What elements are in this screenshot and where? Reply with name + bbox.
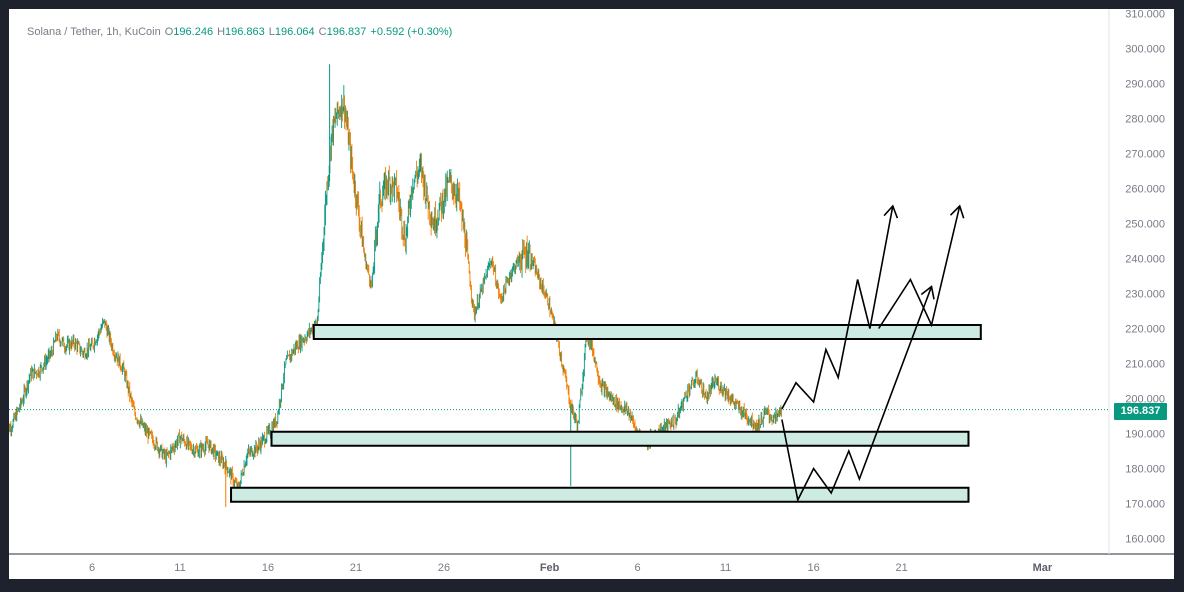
price-tick-label: 310.000: [1125, 9, 1165, 21]
support-resistance-zones: [230, 324, 982, 503]
time-tick-label: 6: [635, 562, 641, 574]
time-tick-label: 26: [438, 562, 450, 574]
zone-rectangle: [230, 486, 970, 503]
projection-path: [781, 286, 933, 503]
arrow-head: [949, 204, 965, 219]
time-tick-label: Feb: [540, 562, 560, 574]
arrow-head: [920, 285, 935, 300]
close-label: C: [318, 26, 327, 38]
symbol-name: Solana / Tether, 1h, KuCoin: [27, 26, 161, 38]
price-tick-label: 210.000: [1125, 359, 1165, 371]
time-tick-label: 21: [350, 562, 362, 574]
low-label: L: [268, 26, 275, 38]
projection-path: [781, 205, 894, 410]
open-label: O: [164, 26, 174, 38]
price-tick-label: 230.000: [1125, 289, 1165, 301]
price-tick-label: 280.000: [1125, 114, 1165, 126]
projection-path: [878, 205, 961, 329]
change-value: +0.592 (+0.30%): [370, 26, 453, 38]
chart-axes: [9, 9, 1174, 555]
price-tick-label: 170.000: [1125, 499, 1165, 511]
time-tick-label: 21: [895, 562, 907, 574]
time-tick-label: 11: [174, 562, 185, 574]
last-price-badge: 196.837: [1114, 403, 1167, 420]
close-value: 196.837: [326, 26, 367, 38]
projection-arrows: [781, 204, 965, 503]
chart-panel[interactable]: 310.000 300.000 290.000 280.000 270.000 260.0…: [9, 9, 1174, 579]
time-tick-label: 16: [807, 562, 819, 574]
time-tick-label: 11: [720, 562, 731, 574]
price-tick-label: 200.000: [1125, 394, 1165, 406]
price-tick-label: 160.000: [1125, 534, 1165, 546]
price-tick-label: 270.000: [1125, 149, 1165, 161]
zone-rectangle: [312, 324, 982, 340]
price-tick-label: 220.000: [1125, 324, 1165, 336]
time-tick-label: 6: [89, 562, 95, 574]
price-scale[interactable]: 310.000 300.000 290.000 280.000 270.000 260.0…: [1125, 9, 1165, 546]
time-tick-label: Mar: [1033, 562, 1053, 574]
price-tick-label: 260.000: [1125, 184, 1165, 196]
price-tick-label: 290.000: [1125, 79, 1165, 91]
low-value: 196.064: [274, 26, 315, 38]
symbol-legend: Solana / Tether, 1h, KuCoin O196.246 H196.…: [27, 26, 452, 38]
open-value: 196.246: [173, 26, 214, 38]
price-chart[interactable]: 310.000 300.000 290.000 280.000 270.000 260.0…: [9, 9, 1174, 579]
price-tick-label: 240.000: [1125, 254, 1165, 266]
high-value: 196.863: [225, 26, 265, 38]
high-label: H: [217, 26, 226, 38]
price-tick-label: 250.000: [1125, 219, 1165, 231]
time-tick-label: 16: [262, 562, 274, 574]
zone-rectangle: [270, 430, 970, 447]
price-tick-label: 180.000: [1125, 464, 1165, 476]
arrow-head: [883, 204, 899, 219]
price-tick-label: 190.000: [1125, 429, 1165, 441]
time-scale[interactable]: 6 11 16 21 26 Feb 6 11 16 21 Mar: [89, 562, 1053, 574]
price-tick-label: 300.000: [1125, 44, 1165, 56]
